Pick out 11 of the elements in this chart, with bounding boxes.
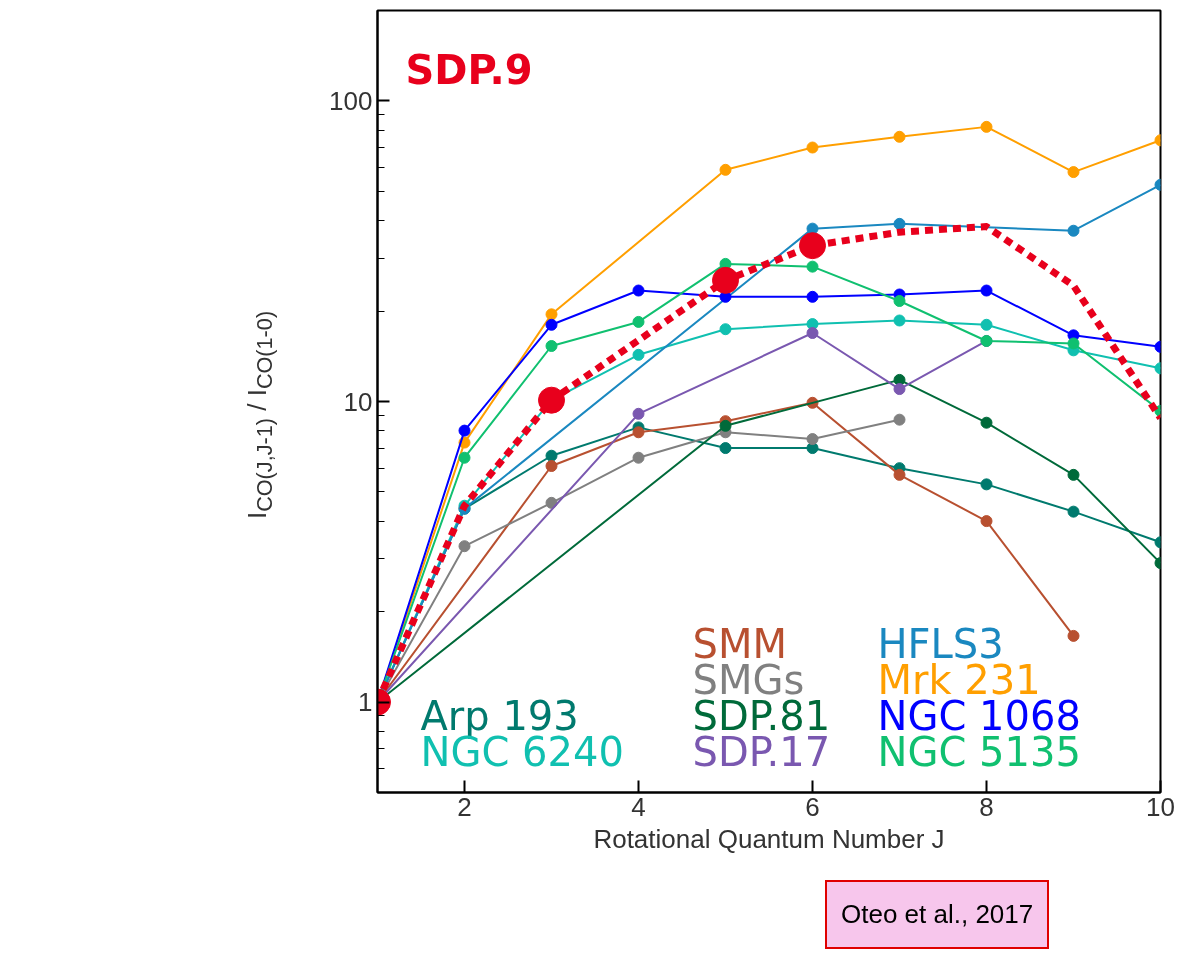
text: SDP.9 [405,46,533,93]
x-tick-label: 8 [979,791,994,822]
y-tick-label: 100 [329,85,373,116]
x-tick-label: 4 [631,791,646,822]
x-axis-title: Rotational Quantum Number J [593,823,945,854]
y-tick-label: 1 [358,687,373,718]
x-tick-label: 6 [805,791,820,822]
y-tick-label: 10 [343,386,373,417]
text: Oteo et al., 2017 [841,898,1034,931]
x-tick-label: 2 [457,791,472,822]
x-tick-label: 10 [1146,791,1175,822]
